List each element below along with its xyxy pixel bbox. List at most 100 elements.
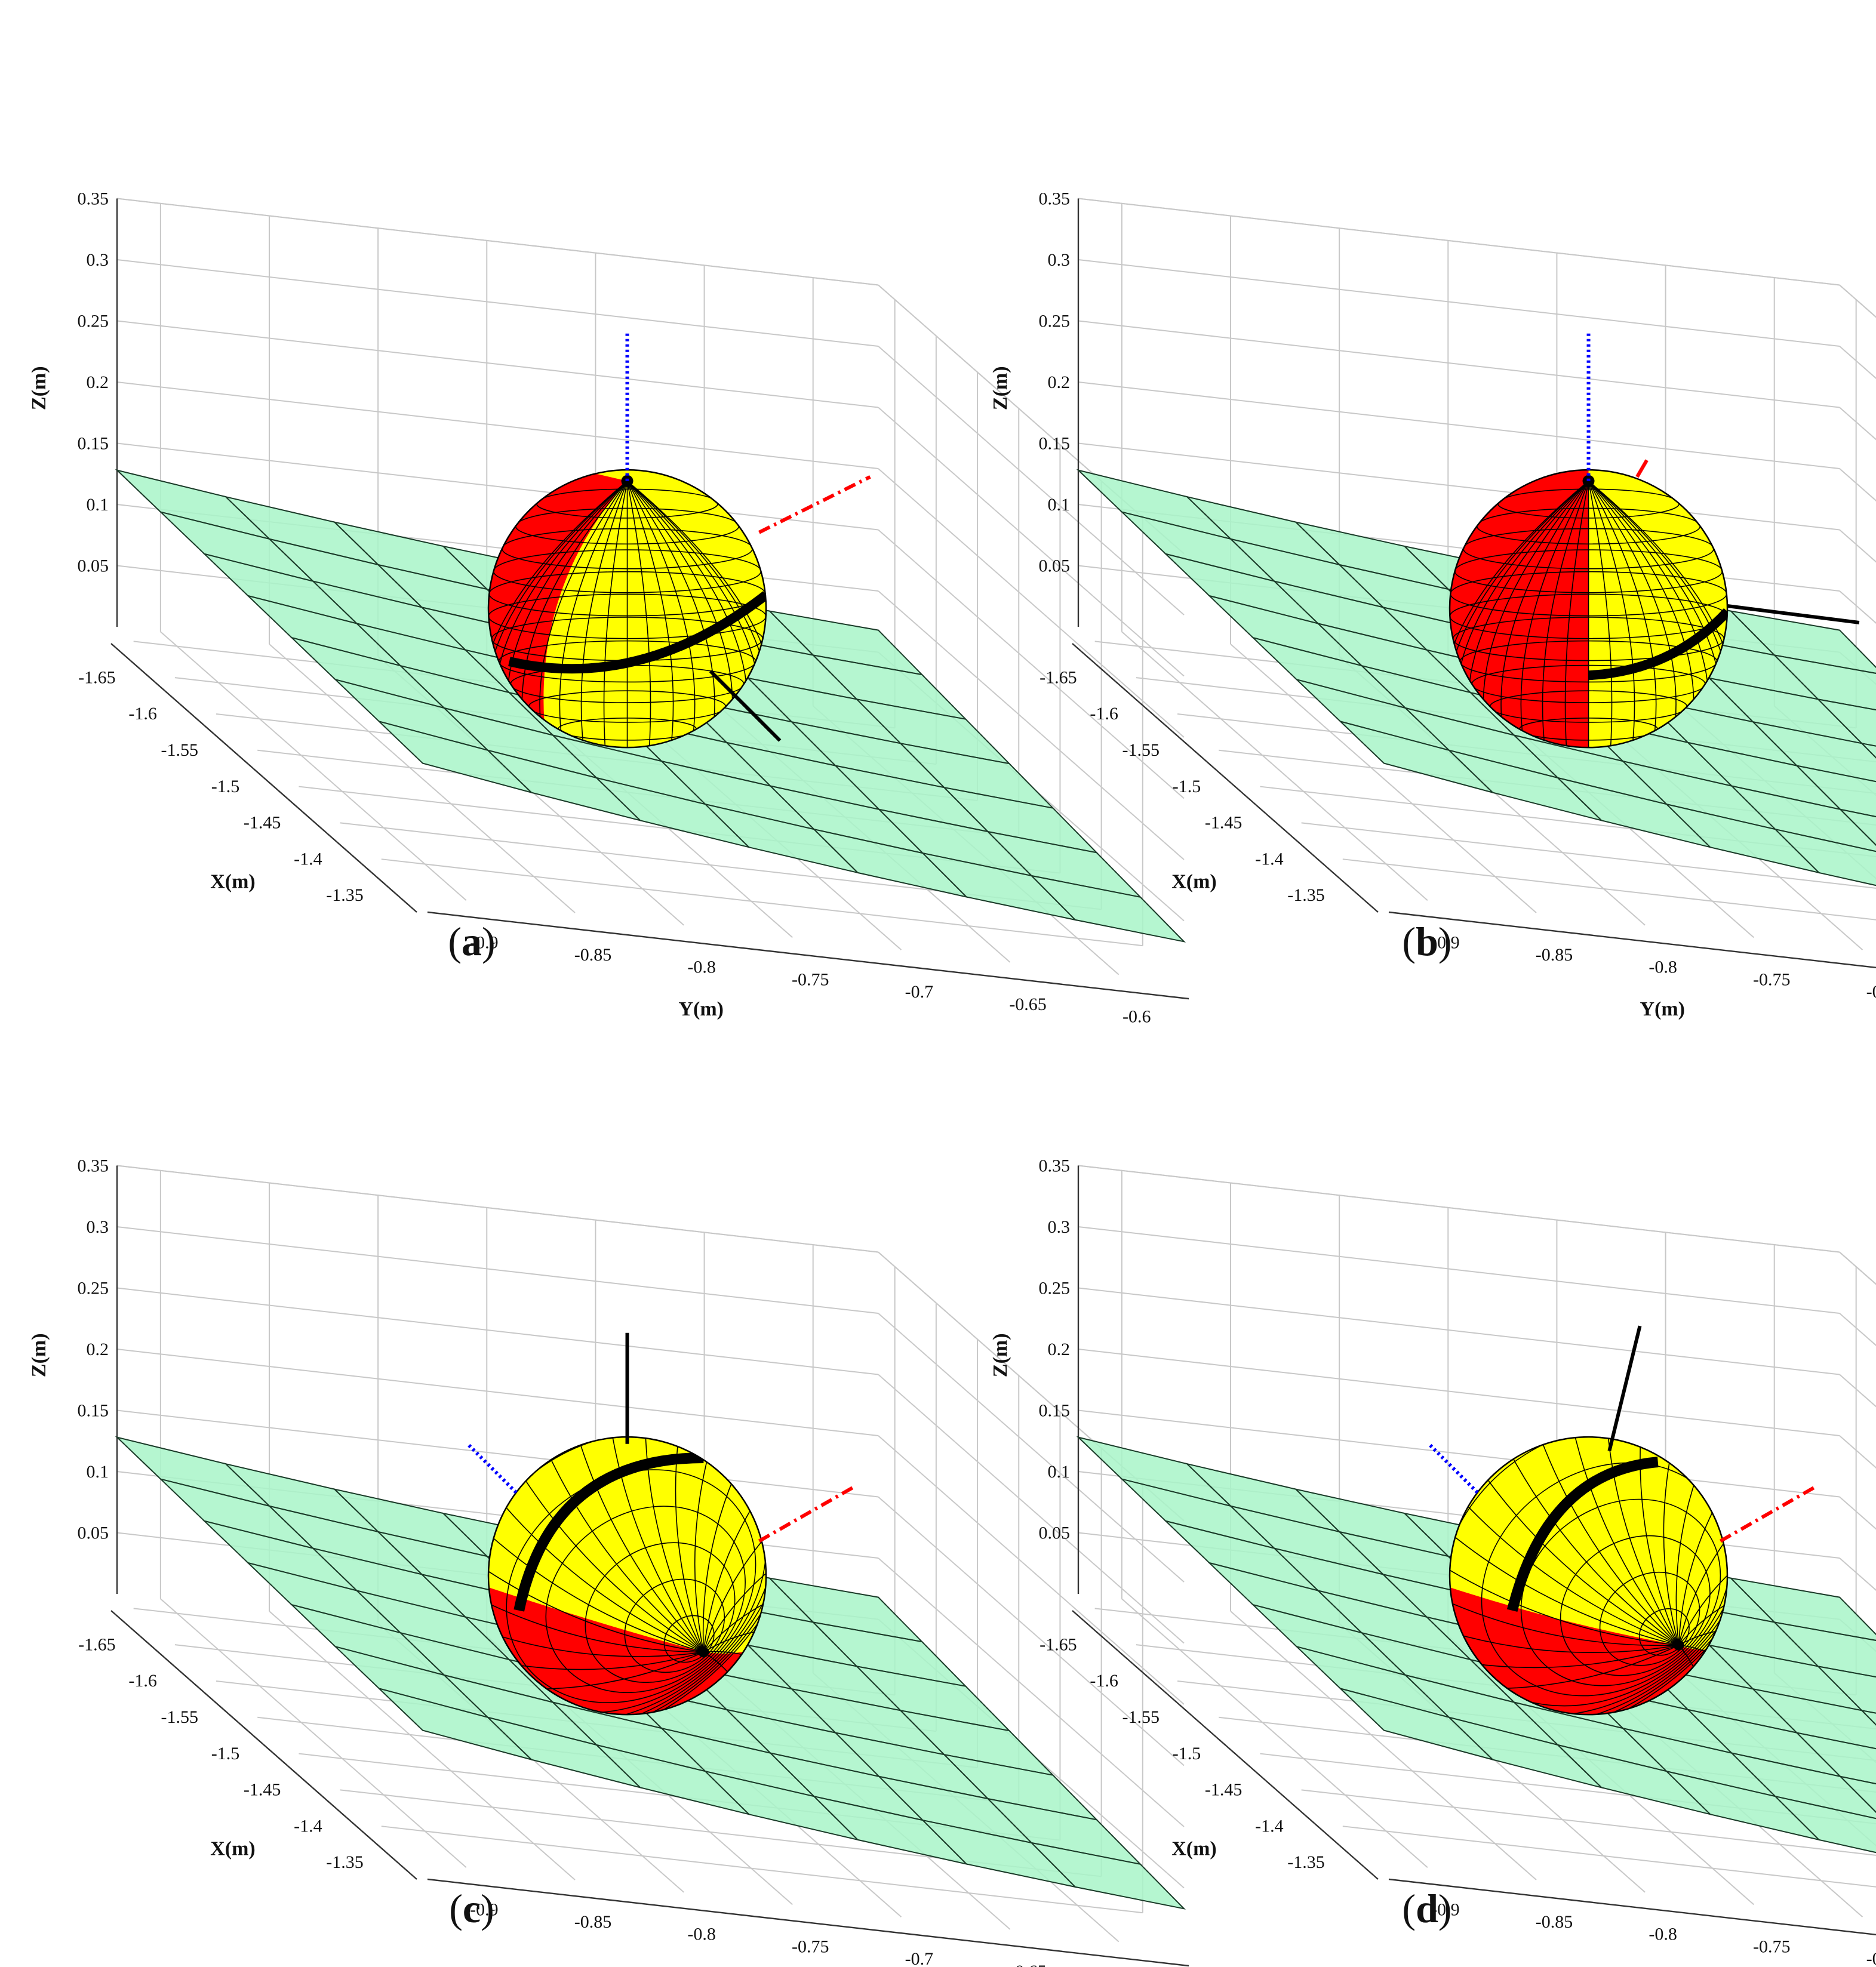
surface-patch xyxy=(1838,808,1876,846)
caption-b: (b) xyxy=(1402,919,1451,964)
meridian xyxy=(1450,1628,1679,1653)
sphere-stripe xyxy=(1506,1457,1659,1612)
surface-patch xyxy=(1860,1709,1876,1726)
meridian xyxy=(644,1437,705,1652)
x-axis-label: X(m) xyxy=(1171,1838,1217,1860)
meridian xyxy=(513,1463,704,1653)
y-axis-line xyxy=(427,1878,1189,1967)
z-tick-label: 0.1 xyxy=(1048,495,1071,515)
y-tick-label: -0.75 xyxy=(1753,1937,1791,1956)
y-axis-label: Y(m) xyxy=(678,1965,724,1967)
x-tick-label: -1.55 xyxy=(1122,740,1160,760)
grid-line xyxy=(1121,1598,1428,1869)
chart-panel-a: 0.050.10.150.20.250.30.35-1.65-1.6-1.55-… xyxy=(28,189,1189,1027)
y-tick-label: -0.9 xyxy=(470,1900,499,1919)
y-tick-label: -0.8 xyxy=(1649,958,1677,977)
y-tick-label: -0.7 xyxy=(905,982,934,1002)
red-axis-line xyxy=(1719,1483,1819,1543)
caption-close: ) xyxy=(481,1886,494,1931)
x-tick-label: -1.4 xyxy=(294,1816,322,1836)
grid-line xyxy=(1839,1251,1876,1285)
x-tick-label: -1.45 xyxy=(244,813,281,833)
z-tick-label: 0.05 xyxy=(78,556,109,576)
meridian xyxy=(542,1440,704,1653)
grid-line xyxy=(116,381,879,469)
caption-close: ) xyxy=(1438,1886,1452,1931)
y-tick-label: -0.85 xyxy=(574,1912,612,1932)
grid-line xyxy=(1078,1409,1840,1498)
x-tick-label: -1.4 xyxy=(294,849,322,869)
caption-d: (d) xyxy=(1402,1886,1451,1931)
blue-axis-line xyxy=(466,1442,518,1494)
caption-open: ( xyxy=(1402,919,1416,964)
parallel xyxy=(585,1542,736,1683)
x-tick-label: -1.5 xyxy=(211,777,240,796)
meridian xyxy=(574,1437,704,1653)
grid-line xyxy=(116,1226,879,1314)
y-axis-label: Y(m) xyxy=(678,998,724,1020)
parallel xyxy=(624,1578,725,1673)
caption-letter: d xyxy=(1416,1886,1438,1931)
y-tick-label: -0.9 xyxy=(470,932,499,952)
grid-line xyxy=(116,442,879,531)
grid-line xyxy=(160,1598,467,1869)
grid-edge xyxy=(116,1165,879,1253)
grid-line xyxy=(1121,631,1428,901)
x-tick-label: -1.45 xyxy=(1205,813,1243,833)
z-tick-label: 0.2 xyxy=(87,1340,109,1359)
grid-line xyxy=(1230,644,1537,913)
surface-patch xyxy=(1730,784,1876,852)
grid-edge xyxy=(1839,1251,1876,1285)
meridian xyxy=(703,1557,767,1652)
x-tick-label: -1.65 xyxy=(78,1634,116,1654)
z-tick-label: 0.25 xyxy=(78,1279,109,1298)
surface-patch xyxy=(1029,875,1186,943)
grid-line xyxy=(878,590,1185,860)
y-axis-line xyxy=(1388,1878,1876,1936)
meridian xyxy=(1453,1490,1679,1646)
y-tick-label: -0.9 xyxy=(1431,932,1460,952)
x-tick-label: -1.35 xyxy=(1287,885,1325,905)
grid-line xyxy=(1839,284,1876,318)
caption-open: ( xyxy=(1402,1886,1416,1931)
meridian xyxy=(1640,1437,1680,1646)
surface-patch xyxy=(1838,1775,1876,1813)
grid-line xyxy=(878,346,1185,615)
grid-line xyxy=(116,259,879,347)
meridian xyxy=(1520,481,1589,748)
meridian xyxy=(580,481,628,748)
meridian xyxy=(1453,1645,1679,1669)
tick-labels: 0.050.10.150.20.250.30.35-1.65-1.6-1.55-… xyxy=(78,1156,1047,1967)
chart-panel-b: 0.050.10.150.20.250.30.35-1.65-1.6-1.55-… xyxy=(989,189,1876,1020)
axes xyxy=(1072,1165,1876,1936)
z-tick-label: 0.25 xyxy=(78,312,109,331)
parallel xyxy=(506,1469,756,1704)
parallel xyxy=(1450,1437,1728,1715)
caption-open: ( xyxy=(448,919,462,964)
grid-line xyxy=(116,1409,879,1498)
z-tick-label: 0.35 xyxy=(78,189,109,209)
grid-line xyxy=(1839,1313,1876,1346)
z-tick-label: 0.1 xyxy=(1048,1462,1071,1482)
parallel xyxy=(545,1506,746,1694)
y-tick-label: -0.8 xyxy=(687,958,716,977)
grid-edge xyxy=(1078,1165,1840,1253)
z-tick-label: 0.35 xyxy=(1039,189,1071,209)
surface-patch xyxy=(1816,1665,1876,1714)
x-tick-label: -1.6 xyxy=(1090,704,1118,724)
x-tick-label: -1.6 xyxy=(128,1671,157,1691)
x-tick-label: -1.35 xyxy=(326,885,364,905)
surface-patch xyxy=(1795,1731,1876,1785)
grid-edge xyxy=(116,198,879,286)
y-tick-label: -0.85 xyxy=(1536,945,1573,965)
y-tick-label: -0.7 xyxy=(1866,982,1876,1002)
blue-axis-line xyxy=(1428,1442,1479,1494)
grid-line xyxy=(1078,442,1840,531)
grid-line xyxy=(116,1287,879,1375)
y-tick-label: -0.75 xyxy=(792,969,829,989)
y-tick-label: -0.8 xyxy=(687,1925,716,1944)
grid-line xyxy=(878,1313,1185,1583)
surface-patch xyxy=(1751,721,1876,783)
black-axis-line xyxy=(1727,604,1860,624)
